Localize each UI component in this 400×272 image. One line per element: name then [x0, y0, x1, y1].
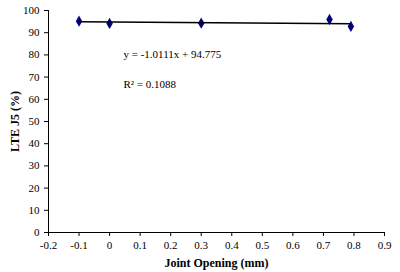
- svg-text:0.1: 0.1: [133, 239, 147, 251]
- svg-text:0: 0: [107, 239, 113, 251]
- svg-text:0.2: 0.2: [164, 239, 178, 251]
- svg-text:30: 30: [29, 159, 41, 171]
- svg-text:60: 60: [29, 93, 41, 105]
- svg-text:0.7: 0.7: [317, 239, 331, 251]
- svg-text:LTE J5 (%): LTE J5 (%): [8, 91, 22, 152]
- svg-text:80: 80: [29, 48, 41, 60]
- svg-text:70: 70: [29, 71, 41, 83]
- svg-text:40: 40: [29, 137, 41, 149]
- svg-text:0.6: 0.6: [286, 239, 300, 251]
- svg-text:50: 50: [29, 115, 41, 127]
- svg-text:0.9: 0.9: [378, 239, 392, 251]
- svg-text:R² = 0.1088: R² = 0.1088: [124, 78, 177, 90]
- svg-text:Joint Opening (mm): Joint Opening (mm): [164, 256, 268, 270]
- svg-text:20: 20: [29, 182, 41, 194]
- svg-text:0.5: 0.5: [255, 239, 269, 251]
- svg-text:y = -1.0111x + 94.775: y = -1.0111x + 94.775: [124, 48, 222, 60]
- svg-text:0.8: 0.8: [347, 239, 361, 251]
- svg-text:0.3: 0.3: [194, 239, 208, 251]
- svg-text:10: 10: [29, 204, 41, 216]
- svg-text:90: 90: [29, 26, 41, 38]
- svg-text:-0.2: -0.2: [40, 239, 57, 251]
- svg-text:-0.1: -0.1: [70, 239, 87, 251]
- svg-text:100: 100: [23, 4, 40, 16]
- svg-text:0: 0: [34, 226, 40, 238]
- svg-text:0.4: 0.4: [225, 239, 239, 251]
